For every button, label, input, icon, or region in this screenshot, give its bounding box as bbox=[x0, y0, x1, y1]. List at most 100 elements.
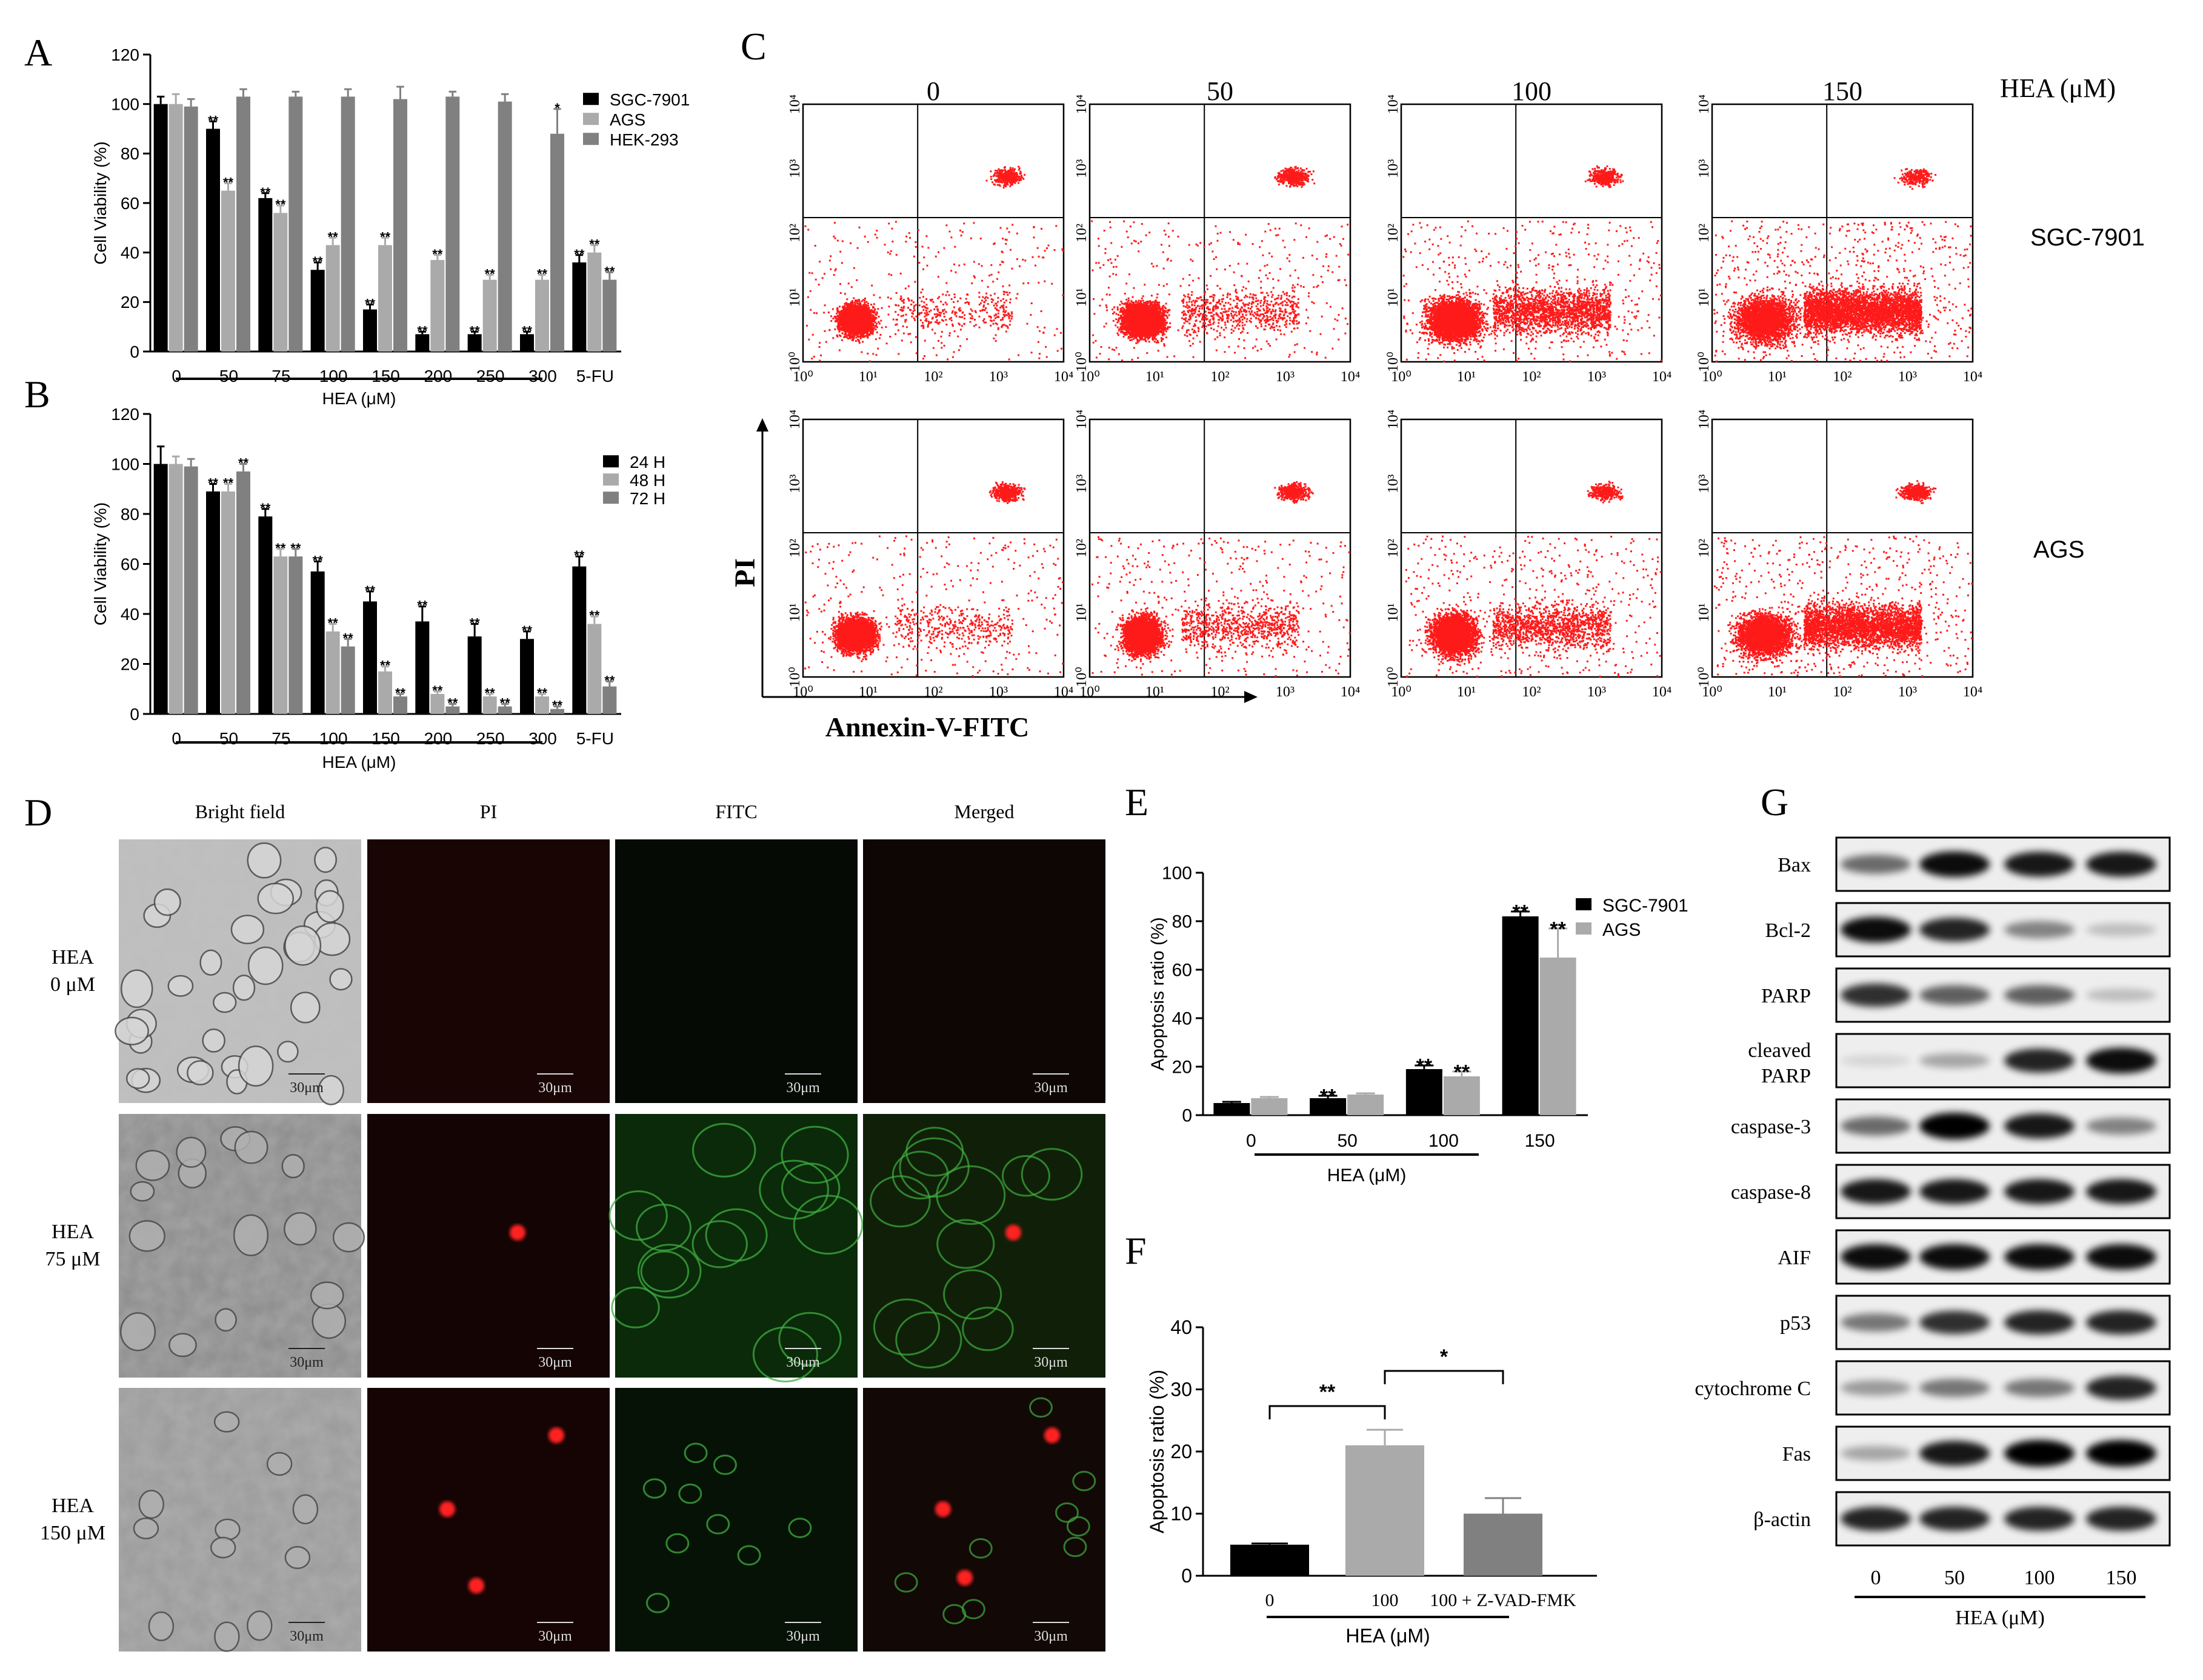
cell-outline bbox=[133, 1517, 159, 1539]
cell-outline bbox=[230, 915, 265, 945]
y-tick-label: 10⁰ bbox=[1074, 352, 1090, 372]
protein-band bbox=[2086, 1179, 2156, 1204]
significance-mark: ** bbox=[260, 185, 271, 200]
significance-mark: ** bbox=[275, 197, 286, 212]
protein-label: Bax bbox=[1778, 854, 1811, 876]
x-tick-label: 50 bbox=[219, 367, 238, 385]
scale-bar-label: 30μm bbox=[538, 1628, 572, 1644]
bar-sgc-7901 bbox=[415, 334, 430, 352]
fitc-membrane-stain bbox=[943, 1269, 1002, 1320]
row-label-dose: 150 μM bbox=[40, 1522, 105, 1544]
column-label-100: 100 bbox=[1511, 76, 1551, 106]
x-axis-label: HEA (μM) bbox=[1327, 1165, 1407, 1185]
cell-outline bbox=[148, 1611, 175, 1641]
significance-mark: ** bbox=[365, 583, 376, 598]
y-tick-label: 10¹ bbox=[1696, 288, 1712, 307]
column-header-merged: Merged bbox=[955, 801, 1015, 822]
x-tick-label: 10³ bbox=[1276, 369, 1295, 385]
y-tick-label: 20 bbox=[121, 655, 139, 673]
y-tick-label: 0 bbox=[130, 705, 139, 724]
bar-sgc-7901 bbox=[153, 104, 168, 352]
fitc-membrane-stain bbox=[642, 1478, 667, 1499]
bar-24-h bbox=[467, 636, 482, 714]
panel-letter-d: D bbox=[24, 791, 52, 834]
cell-outline bbox=[138, 1490, 165, 1519]
y-tick-label: 40 bbox=[121, 243, 139, 262]
y-tick-label: 10² bbox=[1696, 539, 1712, 558]
x-tick-label: 100 bbox=[1371, 1590, 1399, 1610]
significance-mark: ** bbox=[552, 698, 563, 713]
y-tick-label: 60 bbox=[1172, 961, 1192, 981]
protein-band bbox=[2086, 1440, 2156, 1467]
micrograph-r1-c3: 30μm bbox=[615, 839, 858, 1103]
fitc-membrane-stain bbox=[892, 1150, 949, 1199]
significance-mark: ** bbox=[522, 623, 533, 638]
bar-hek-293 bbox=[236, 96, 250, 352]
micrograph-r2-c1: 30μm bbox=[119, 1114, 365, 1378]
lane-label: 0 bbox=[1871, 1567, 1881, 1589]
fitc-membrane-stain bbox=[640, 1250, 690, 1293]
protein-band bbox=[2086, 988, 2156, 1002]
x-tick-label: 10⁰ bbox=[793, 684, 813, 700]
cell-outline bbox=[310, 1281, 344, 1310]
x-axis-label: HEA (μM) bbox=[1955, 1607, 2045, 1629]
protein-band bbox=[1841, 1445, 1911, 1461]
protein-band bbox=[1841, 1116, 1911, 1136]
scale-bar-label: 30μm bbox=[786, 1355, 820, 1370]
y-tick-label: 10⁴ bbox=[1696, 410, 1712, 429]
significance-mark: ** bbox=[328, 229, 339, 244]
protein-label-line2: PARP bbox=[1761, 1065, 1811, 1087]
x-tick-label: 250 bbox=[476, 367, 505, 385]
cell-outline bbox=[125, 1068, 150, 1089]
protein-band bbox=[2004, 852, 2075, 877]
y-axis-label: Apoptosis ratio (%) bbox=[1148, 917, 1168, 1070]
scale-bar-label: 30μm bbox=[1034, 1355, 1068, 1370]
bar-hek-293 bbox=[393, 99, 407, 352]
fitc-membrane-stain bbox=[1063, 1536, 1087, 1558]
bar-ags bbox=[1251, 1098, 1288, 1115]
bar bbox=[1230, 1544, 1309, 1576]
y-tick-label: 80 bbox=[121, 505, 139, 524]
y-tick-label: 60 bbox=[121, 555, 139, 573]
significance-mark: ** bbox=[313, 553, 324, 568]
x-tick-label: 10¹ bbox=[1145, 684, 1164, 700]
cell-outline bbox=[284, 1212, 317, 1246]
cell-outline bbox=[281, 1154, 305, 1179]
x-tick-label: 10¹ bbox=[859, 369, 878, 385]
y-tick-label: 10² bbox=[1074, 224, 1090, 242]
protein-band bbox=[2004, 1048, 2075, 1073]
bar-hek-293 bbox=[288, 96, 303, 352]
significance-mark: ** bbox=[537, 685, 548, 701]
y-tick-label: 40 bbox=[121, 605, 139, 624]
scatter-events bbox=[804, 165, 1064, 362]
lane-label: 150 bbox=[2106, 1567, 2137, 1589]
y-tick-label: 60 bbox=[121, 194, 139, 213]
protein-band bbox=[1919, 1179, 1990, 1204]
x-tick-label: 10⁴ bbox=[1963, 684, 1982, 700]
row-label-dose: 0 μM bbox=[50, 973, 95, 996]
micrograph-r1-c2: 30μm bbox=[367, 839, 610, 1103]
x-tick-label: 10⁰ bbox=[1702, 369, 1722, 385]
significance-mark: ** bbox=[470, 616, 481, 631]
cell-outline bbox=[314, 847, 338, 873]
scale-bar-label: 30μm bbox=[290, 1355, 324, 1370]
y-tick-label: 20 bbox=[121, 293, 139, 312]
bar-sgc-7901 bbox=[1502, 916, 1539, 1115]
cell-outline bbox=[119, 1312, 156, 1352]
pi-axis-arrowhead bbox=[756, 418, 768, 432]
column-header-bright-field: Bright field bbox=[195, 801, 285, 822]
fitc-membrane-stain bbox=[608, 1190, 668, 1241]
y-tick-label: 10³ bbox=[1074, 475, 1090, 493]
bar-ags bbox=[535, 279, 549, 352]
bar-sgc-7901 bbox=[1213, 1103, 1250, 1115]
x-tick-label: 10² bbox=[1522, 684, 1541, 700]
x-tick-label: 10⁴ bbox=[1652, 684, 1671, 700]
bar-hek-293 bbox=[341, 96, 355, 352]
y-tick-label: 10⁰ bbox=[1696, 667, 1712, 687]
x-tick-label: 50 bbox=[1337, 1131, 1357, 1151]
image-background bbox=[615, 839, 858, 1103]
legend-swatch bbox=[1576, 922, 1591, 935]
significance-mark: ** bbox=[604, 673, 615, 688]
